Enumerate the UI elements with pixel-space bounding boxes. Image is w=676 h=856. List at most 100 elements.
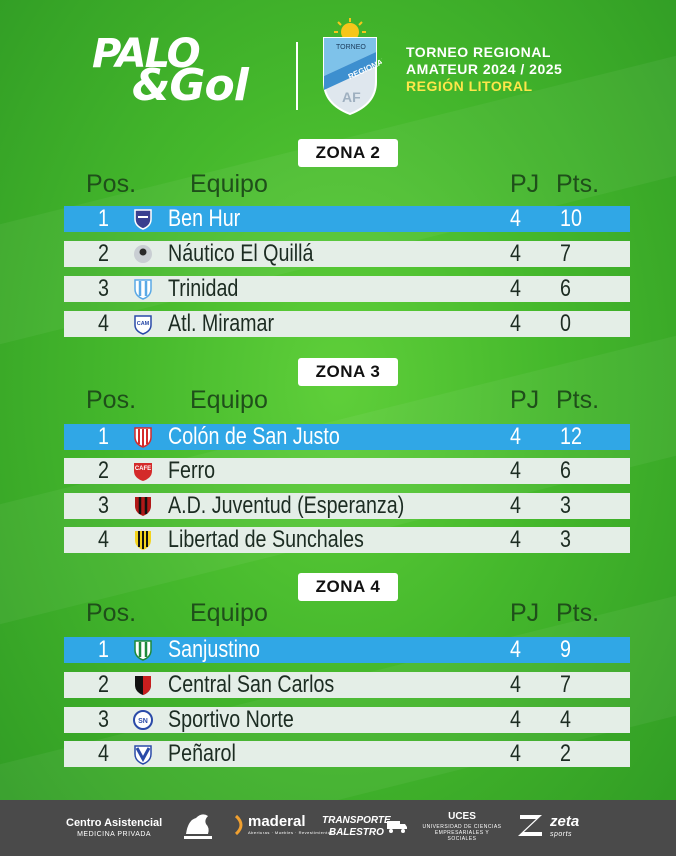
col-team: Equipo <box>190 599 268 627</box>
row-pts: 0 <box>560 310 571 337</box>
sponsor-uces: UCES UNIVERSIDAD DE CIENCIAS EMPRESARIAL… <box>420 812 504 843</box>
sponsor-transporte-line2: BALESTRO <box>328 827 384 838</box>
row-pos: 4 <box>98 740 109 767</box>
sponsor-maderal: maderal Aberturas · Muebles · Revestimie… <box>248 814 333 835</box>
col-pos: Pos. <box>86 170 137 198</box>
tournament-line-1: TORNEO REGIONAL <box>406 44 551 60</box>
colon-crest-icon <box>134 427 152 448</box>
sponsor-uces-sub: UNIVERSIDAD DE CIENCIAS EMPRESARIALES Y … <box>422 824 502 842</box>
table-row: 1 Colón de San Justo 4 12 <box>64 424 630 450</box>
row-pj: 4 <box>510 205 521 232</box>
col-pos: Pos. <box>86 599 137 627</box>
shield-af-text: AF <box>342 89 361 105</box>
sponsors-bar: Centro Asistencial MEDICINA PRIVADA made… <box>0 800 676 856</box>
table-row: 4 Peñarol 4 2 <box>64 741 630 767</box>
row-team: Atl. Miramar <box>168 310 275 337</box>
table-header: Pos. Equipo PJ Pts. <box>64 599 630 629</box>
row-pos: 2 <box>98 671 109 698</box>
row-pts: 3 <box>560 492 571 519</box>
row-team: Ben Hur <box>168 205 241 232</box>
row-pj: 4 <box>510 706 521 733</box>
row-pts: 7 <box>560 671 571 698</box>
row-pts: 3 <box>560 526 571 553</box>
tournament-line-2: AMATEUR 2024 / 2025 <box>406 61 563 77</box>
table-row: 1 Sanjustino 4 9 <box>64 637 630 663</box>
row-pj: 4 <box>510 240 521 267</box>
row-pos: 1 <box>98 205 109 232</box>
juventud-crest-icon <box>135 497 151 516</box>
region-label: REGIÓN LITORAL <box>406 78 533 94</box>
col-pts: Pts. <box>556 386 600 414</box>
row-pts: 6 <box>560 457 571 484</box>
col-pts: Pts. <box>556 599 600 627</box>
table-row: 1 Ben Hur 4 10 <box>64 206 630 232</box>
table-row: 3 SN Sportivo Norte 4 4 <box>64 707 630 733</box>
tournament-info: TORNEO REGIONAL AMATEUR 2024 / 2025 REGI… <box>406 44 562 95</box>
sponsor-maderal-name: maderal <box>248 813 306 830</box>
row-pos: 3 <box>98 492 109 519</box>
trinidad-crest-icon <box>134 279 152 300</box>
sponsor-transporte-line1: TRANSPORTE <box>322 815 391 826</box>
zone-title: ZONA 2 <box>298 139 398 167</box>
table-row: 4 CAM Atl. Miramar 4 0 <box>64 311 630 337</box>
col-pj: PJ <box>510 386 540 414</box>
row-pj: 4 <box>510 310 521 337</box>
row-pts: 10 <box>560 205 582 232</box>
row-team: Sportivo Norte <box>168 706 294 733</box>
row-pos: 4 <box>98 526 109 553</box>
sponsor-transporte-balestro: TRANSPORTE BALESTRO <box>322 816 391 838</box>
zeta-logo-icon <box>518 815 542 836</box>
row-pts: 6 <box>560 275 571 302</box>
table-header: Pos. Equipo PJ Pts. <box>64 386 630 416</box>
row-team: Náutico El Quillá <box>168 240 314 267</box>
libertad-crest-icon <box>135 531 151 550</box>
row-pos: 3 <box>98 275 109 302</box>
sponsor-zeta-sub: sports <box>550 831 573 838</box>
penarol-crest-icon <box>134 745 152 765</box>
row-pj: 4 <box>510 423 521 450</box>
row-team: A.D. Juventud (Esperanza) <box>168 492 405 519</box>
sponsor-centro-asistencial: Centro Asistencial MEDICINA PRIVADA <box>66 818 162 839</box>
palo-y-gol-logo: PALO &Gol <box>92 31 249 111</box>
table-row: 2 Náutico El Quillá 4 7 <box>64 241 630 267</box>
miramar-crest-icon: CAM <box>134 315 152 335</box>
row-team: Libertad de Sunchales <box>168 526 364 553</box>
zone-title: ZONA 3 <box>298 358 398 386</box>
row-team: Ferro <box>168 457 216 484</box>
central-san-carlos-crest-icon <box>135 676 151 695</box>
row-pj: 4 <box>510 636 521 663</box>
table-row: 4 Libertad de Sunchales 4 3 <box>64 527 630 553</box>
ben-hur-crest-icon <box>134 209 152 230</box>
header-divider <box>296 42 298 110</box>
col-pj: PJ <box>510 599 540 627</box>
row-pts: 12 <box>560 423 582 450</box>
truck-icon <box>387 821 407 833</box>
table-row: 2 Central San Carlos 4 7 <box>64 672 630 698</box>
row-pj: 4 <box>510 671 521 698</box>
table-row: 3 A.D. Juventud (Esperanza) 4 3 <box>64 493 630 519</box>
row-team: Central San Carlos <box>168 671 335 698</box>
row-team: Colón de San Justo <box>168 423 340 450</box>
table-header: Pos. Equipo PJ Pts. <box>64 170 630 200</box>
sponsor-zeta-name: zeta <box>550 813 580 830</box>
col-team: Equipo <box>190 386 268 414</box>
col-pos: Pos. <box>86 386 137 414</box>
nautico-crest-icon <box>134 245 152 263</box>
sportivo-norte-crest-text: SN <box>138 718 148 725</box>
torneo-regional-shield-icon: TORNEO REGIONAL AF <box>323 18 382 116</box>
col-pts: Pts. <box>556 170 600 198</box>
row-pos: 3 <box>98 706 109 733</box>
sportivo-norte-crest-icon: SN <box>133 710 153 730</box>
ferro-crest-icon: CAFE <box>134 463 152 481</box>
row-team: Sanjustino <box>168 636 260 663</box>
miramar-crest-text: CAM <box>137 321 150 327</box>
row-pos: 4 <box>98 310 109 337</box>
row-pj: 4 <box>510 740 521 767</box>
maderal-logo-icon <box>234 814 243 836</box>
sanjustino-crest-icon <box>134 640 152 661</box>
row-pj: 4 <box>510 492 521 519</box>
row-pos: 1 <box>98 423 109 450</box>
row-pts: 2 <box>560 740 571 767</box>
col-pj: PJ <box>510 170 540 198</box>
